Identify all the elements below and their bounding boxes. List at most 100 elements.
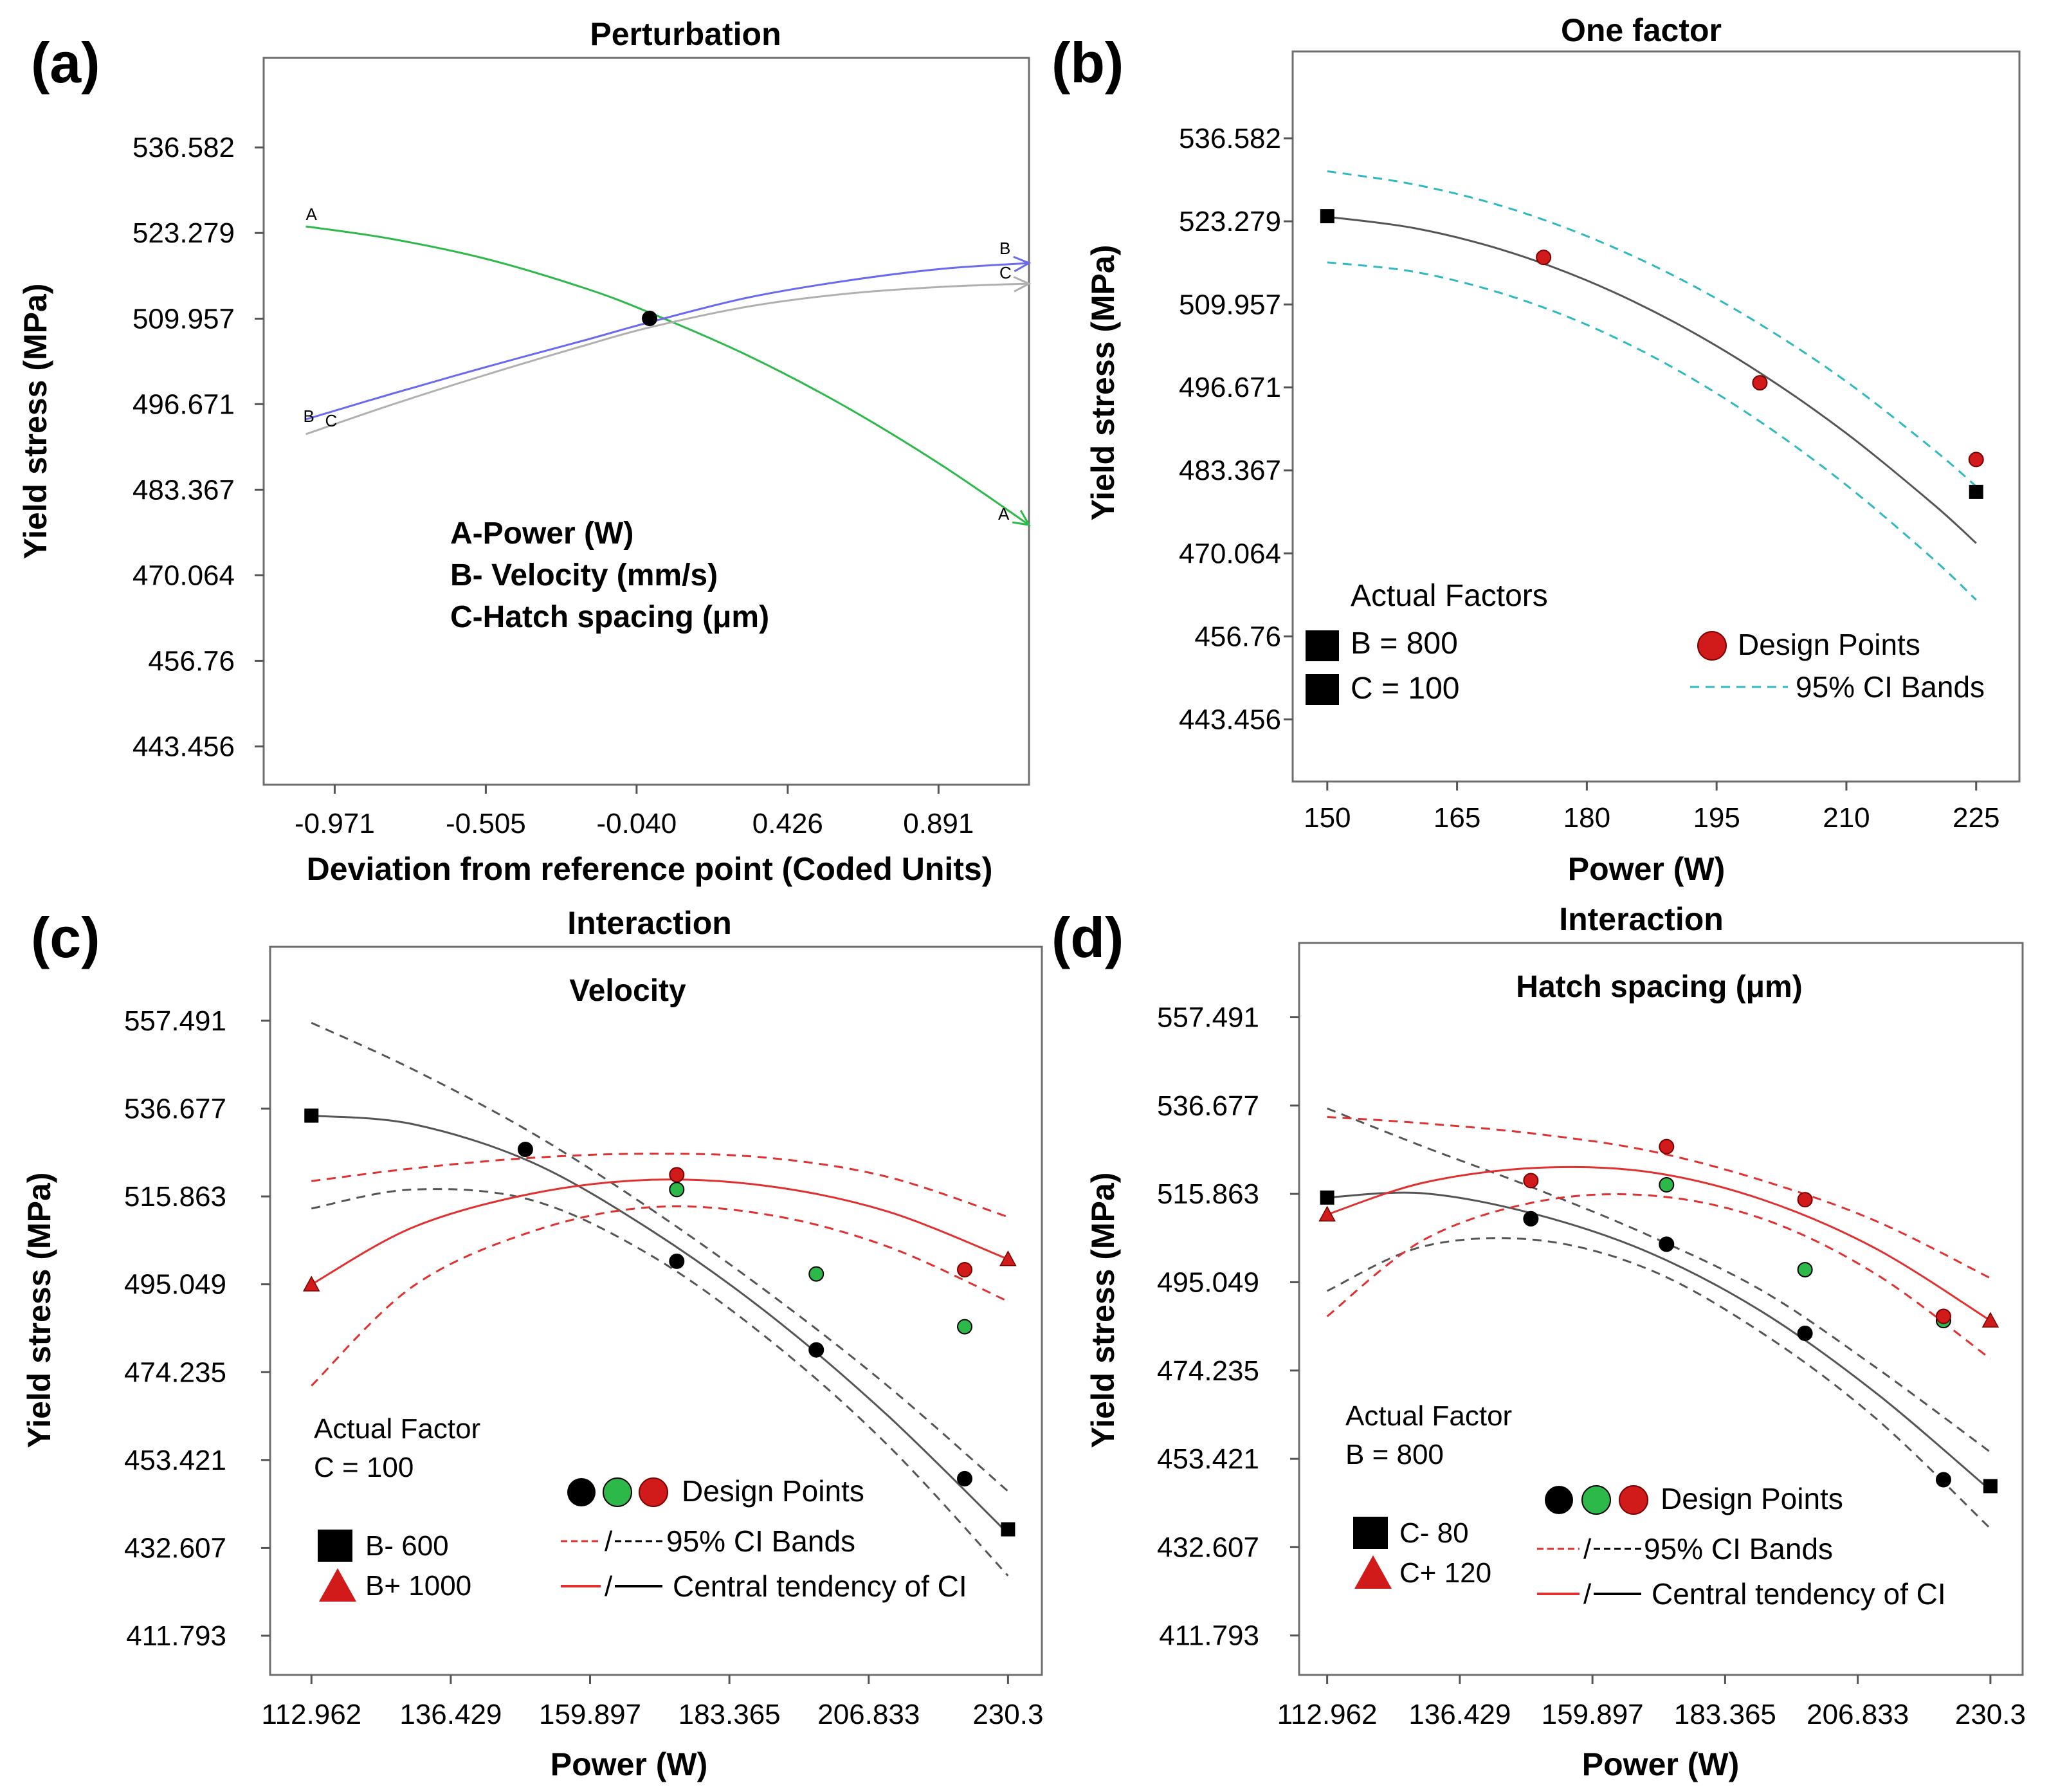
panel-d: (d) Interaction Hatch spacing (μm) 411.7… bbox=[1052, 901, 2026, 1782]
design-point bbox=[1797, 1325, 1813, 1341]
legend-dp-green bbox=[1581, 1485, 1611, 1515]
legend-low-level-square bbox=[1353, 1517, 1388, 1549]
legend-actual-factor-title: Actual Factor bbox=[1345, 1400, 1512, 1432]
y-tick-label: 470.064 bbox=[1179, 538, 1281, 569]
legend-high-level-label: C+ 120 bbox=[1399, 1557, 1491, 1589]
endpoint-square bbox=[1320, 209, 1334, 224]
endpoint-triangle bbox=[1981, 1312, 1999, 1328]
y-tick-label: 443.456 bbox=[1179, 704, 1281, 735]
panel-a-ticks: 443.456 456.76 470.064 483.367 496.671 509.95… bbox=[132, 132, 974, 839]
design-point bbox=[957, 1470, 972, 1486]
legend-ci-slash: / bbox=[605, 1526, 613, 1557]
y-tick-label: 523.279 bbox=[132, 217, 235, 249]
x-tick-label: 165 bbox=[1434, 802, 1480, 834]
series-line-c-ci-lower bbox=[1326, 1237, 1991, 1530]
legend-factor-c-value: C = 100 bbox=[1351, 672, 1459, 706]
panel-b-y-axis-label: Yield stress (MPa) bbox=[1085, 245, 1121, 521]
y-tick-label: 456.76 bbox=[1194, 621, 1281, 652]
series-line-c-ci-lower bbox=[1326, 1193, 1991, 1360]
legend-actual-factor-value: C = 100 bbox=[314, 1452, 414, 1483]
x-tick-label: 180 bbox=[1563, 802, 1610, 834]
y-tick-label: 411.793 bbox=[126, 1620, 226, 1652]
endpoint-triangle bbox=[999, 1250, 1017, 1266]
panel-a-plot-frame bbox=[262, 57, 1030, 786]
panel-c-y-axis-label: Yield stress (MPa) bbox=[21, 1173, 57, 1449]
legend-central-label: Central tendency of CI bbox=[673, 1569, 967, 1603]
legend-actual-factors-title: Actual Factors bbox=[1351, 579, 1548, 613]
design-point bbox=[808, 1342, 824, 1358]
curve-C-end-label: C bbox=[999, 263, 1012, 282]
y-tick-label: 483.367 bbox=[1179, 455, 1281, 486]
design-point bbox=[1659, 1236, 1675, 1252]
y-tick-label: 411.793 bbox=[1159, 1620, 1259, 1652]
endpoint-square bbox=[1001, 1522, 1015, 1537]
design-point bbox=[1797, 1192, 1813, 1208]
panel-c-plot-frame bbox=[269, 946, 1043, 1676]
panel-b-plot-frame bbox=[1291, 50, 2021, 783]
endpoint-square bbox=[1969, 484, 1983, 499]
panel-b-label: (b) bbox=[1052, 31, 1124, 95]
curve-B-start-label: B bbox=[304, 407, 314, 426]
legend-high-level-label: B+ 1000 bbox=[365, 1570, 471, 1602]
y-tick-label: 496.671 bbox=[132, 389, 235, 420]
panel-c-inner-title: Velocity bbox=[569, 974, 686, 1008]
y-tick-label: 432.607 bbox=[1157, 1531, 1259, 1563]
panel-c-title: Interaction bbox=[567, 905, 732, 941]
legend-actual-factor-title: Actual Factor bbox=[314, 1413, 480, 1445]
legend-dp-green bbox=[603, 1477, 632, 1507]
panel-c: (c) Interaction Velocity 411.793432.6074… bbox=[21, 905, 1043, 1782]
design-point bbox=[669, 1253, 685, 1269]
legend-low-level-label: B- 600 bbox=[365, 1530, 449, 1562]
x-tick-label: 112.962 bbox=[1277, 1699, 1378, 1730]
legend-low-level-label: C- 80 bbox=[1399, 1517, 1469, 1549]
panel-a: (a) Perturbation 443.456 456.76 470.064 483… bbox=[17, 16, 1032, 887]
x-tick-label: 183.365 bbox=[678, 1699, 781, 1730]
x-tick-label: -0.971 bbox=[295, 808, 375, 839]
design-point bbox=[1659, 1177, 1675, 1193]
x-tick-label: 206.833 bbox=[817, 1699, 920, 1730]
design-point bbox=[1523, 1173, 1539, 1189]
panel-c-x-axis-label: Power (W) bbox=[551, 1746, 707, 1782]
legend-factor-b-value: B = 800 bbox=[1351, 626, 1458, 661]
y-tick-label: 536.582 bbox=[1179, 123, 1281, 154]
x-tick-label: 210 bbox=[1823, 802, 1870, 834]
y-tick-label: 557.491 bbox=[1157, 1002, 1259, 1034]
y-tick-label: 496.671 bbox=[1179, 372, 1281, 403]
design-point bbox=[1659, 1138, 1675, 1155]
panel-d-x-axis-label: Power (W) bbox=[1582, 1746, 1739, 1782]
series-line-b-ci-lower bbox=[311, 1188, 1009, 1577]
series-line-b bbox=[305, 262, 1030, 421]
design-point bbox=[1536, 250, 1552, 266]
series-line-a bbox=[305, 225, 1030, 526]
legend-ci-bands-label: 95% CI Bands bbox=[1796, 670, 1985, 704]
panel-d-title: Interaction bbox=[1559, 901, 1724, 937]
legend-low-level-square bbox=[318, 1530, 352, 1562]
y-tick-label: 495.049 bbox=[124, 1269, 226, 1301]
legend-square-c bbox=[1306, 674, 1339, 705]
y-tick-label: 509.957 bbox=[1179, 289, 1281, 320]
x-tick-label: 159.897 bbox=[539, 1699, 641, 1730]
x-tick-label: 230.3 bbox=[1955, 1699, 2026, 1730]
panel-b: (b) One factor 443.456 456.76 470.064 483.3… bbox=[1052, 12, 2021, 887]
y-tick-label: 432.607 bbox=[124, 1532, 226, 1564]
design-point bbox=[1752, 375, 1768, 391]
x-tick-label: 159.897 bbox=[1542, 1699, 1644, 1730]
panel-b-ticks: 443.456 456.76 470.064 483.367 496.671 509.95… bbox=[1179, 123, 2000, 834]
panel-a-y-axis-label: Yield stress (MPa) bbox=[17, 284, 53, 560]
endpoint-square bbox=[1983, 1479, 1998, 1494]
design-point bbox=[669, 1182, 685, 1198]
legend-factor-a: A-Power (W) bbox=[450, 517, 633, 551]
arrowhead bbox=[1013, 276, 1032, 293]
x-tick-label: 206.833 bbox=[1807, 1699, 1909, 1730]
y-tick-label: 515.863 bbox=[1157, 1178, 1259, 1210]
curve-B-end-label: B bbox=[999, 239, 1010, 258]
design-point bbox=[957, 1262, 972, 1278]
panel-a-x-axis-label: Deviation from reference point (Coded Un… bbox=[307, 851, 993, 887]
y-tick-label: 536.677 bbox=[1157, 1090, 1259, 1122]
panel-a-label: (a) bbox=[31, 31, 100, 95]
y-tick-label: 474.235 bbox=[1157, 1355, 1259, 1387]
reference-point bbox=[642, 311, 658, 326]
y-tick-label: 453.421 bbox=[1157, 1443, 1259, 1475]
panel-d-label: (d) bbox=[1052, 906, 1124, 969]
